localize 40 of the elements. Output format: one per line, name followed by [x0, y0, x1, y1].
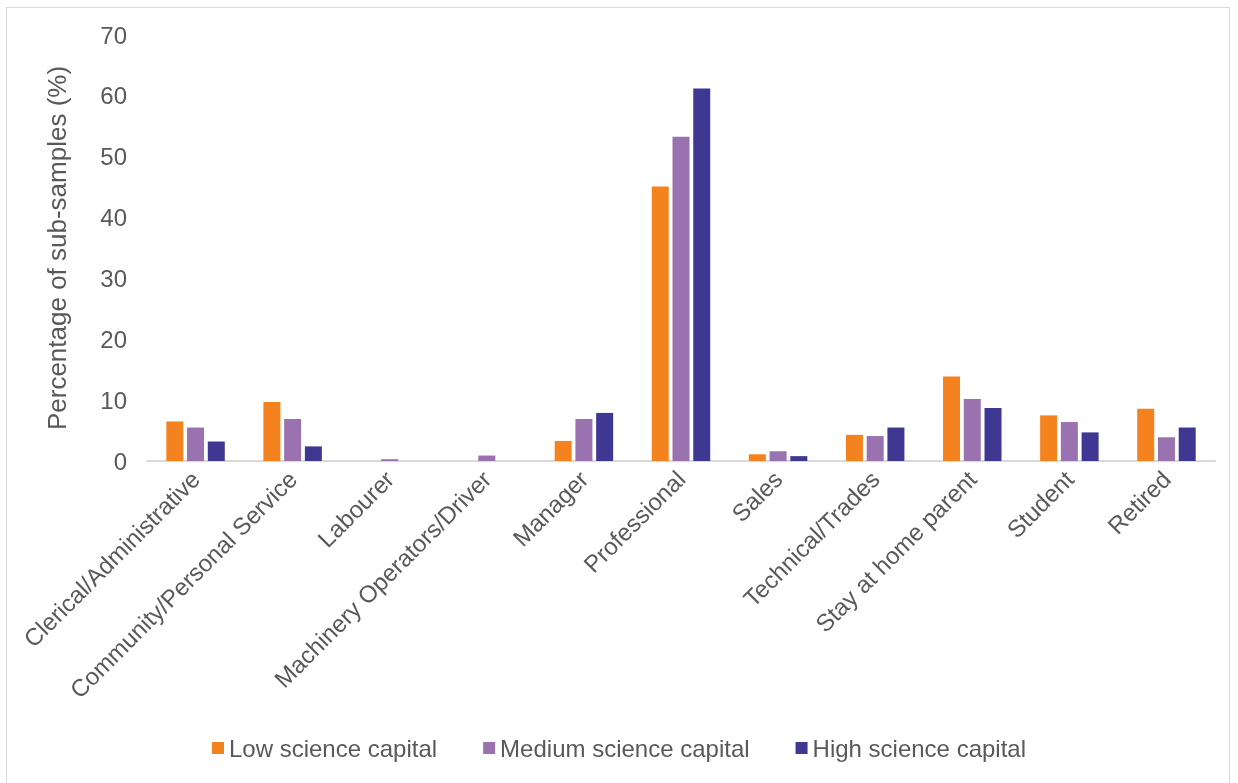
- y-tick-label: 30: [100, 264, 127, 292]
- y-tick-label: 40: [100, 204, 127, 232]
- bar: [651, 186, 669, 461]
- y-tick-label: 50: [100, 143, 127, 171]
- y-axis-title: Percentage of sub-samples (%): [42, 65, 72, 431]
- bar: [866, 436, 884, 461]
- bar: [693, 88, 711, 461]
- bar: [187, 427, 205, 461]
- bar: [1060, 422, 1078, 461]
- bar: [1178, 427, 1196, 461]
- bar: [963, 398, 981, 461]
- bar: [554, 440, 572, 461]
- bar: [790, 456, 808, 461]
- bar: [166, 421, 184, 461]
- y-tick-label: 0: [113, 447, 127, 475]
- bar: [984, 408, 1002, 461]
- bar: [263, 401, 281, 461]
- bar: [672, 136, 690, 461]
- y-tick-label: 20: [100, 325, 127, 353]
- bar: [748, 454, 766, 461]
- bar: [1137, 408, 1155, 461]
- bar: [478, 455, 496, 461]
- legend-label: Medium science capital: [500, 734, 750, 762]
- bar: [1040, 415, 1058, 461]
- bar: [887, 427, 905, 461]
- bar: [1157, 437, 1175, 461]
- legend-label: High science capital: [812, 734, 1027, 762]
- legend-label: Low science capital: [229, 734, 438, 762]
- bar: [596, 412, 614, 461]
- y-tick-label: 70: [100, 21, 127, 49]
- bar: [1081, 432, 1099, 461]
- y-tick-label: 10: [100, 386, 127, 414]
- y-tick-label: 60: [100, 82, 127, 110]
- bar: [575, 419, 593, 461]
- bar: [304, 446, 322, 461]
- bar: [284, 419, 302, 461]
- bar: [207, 441, 225, 461]
- bar: [845, 434, 863, 461]
- bar: [769, 451, 787, 461]
- bar: [943, 376, 961, 461]
